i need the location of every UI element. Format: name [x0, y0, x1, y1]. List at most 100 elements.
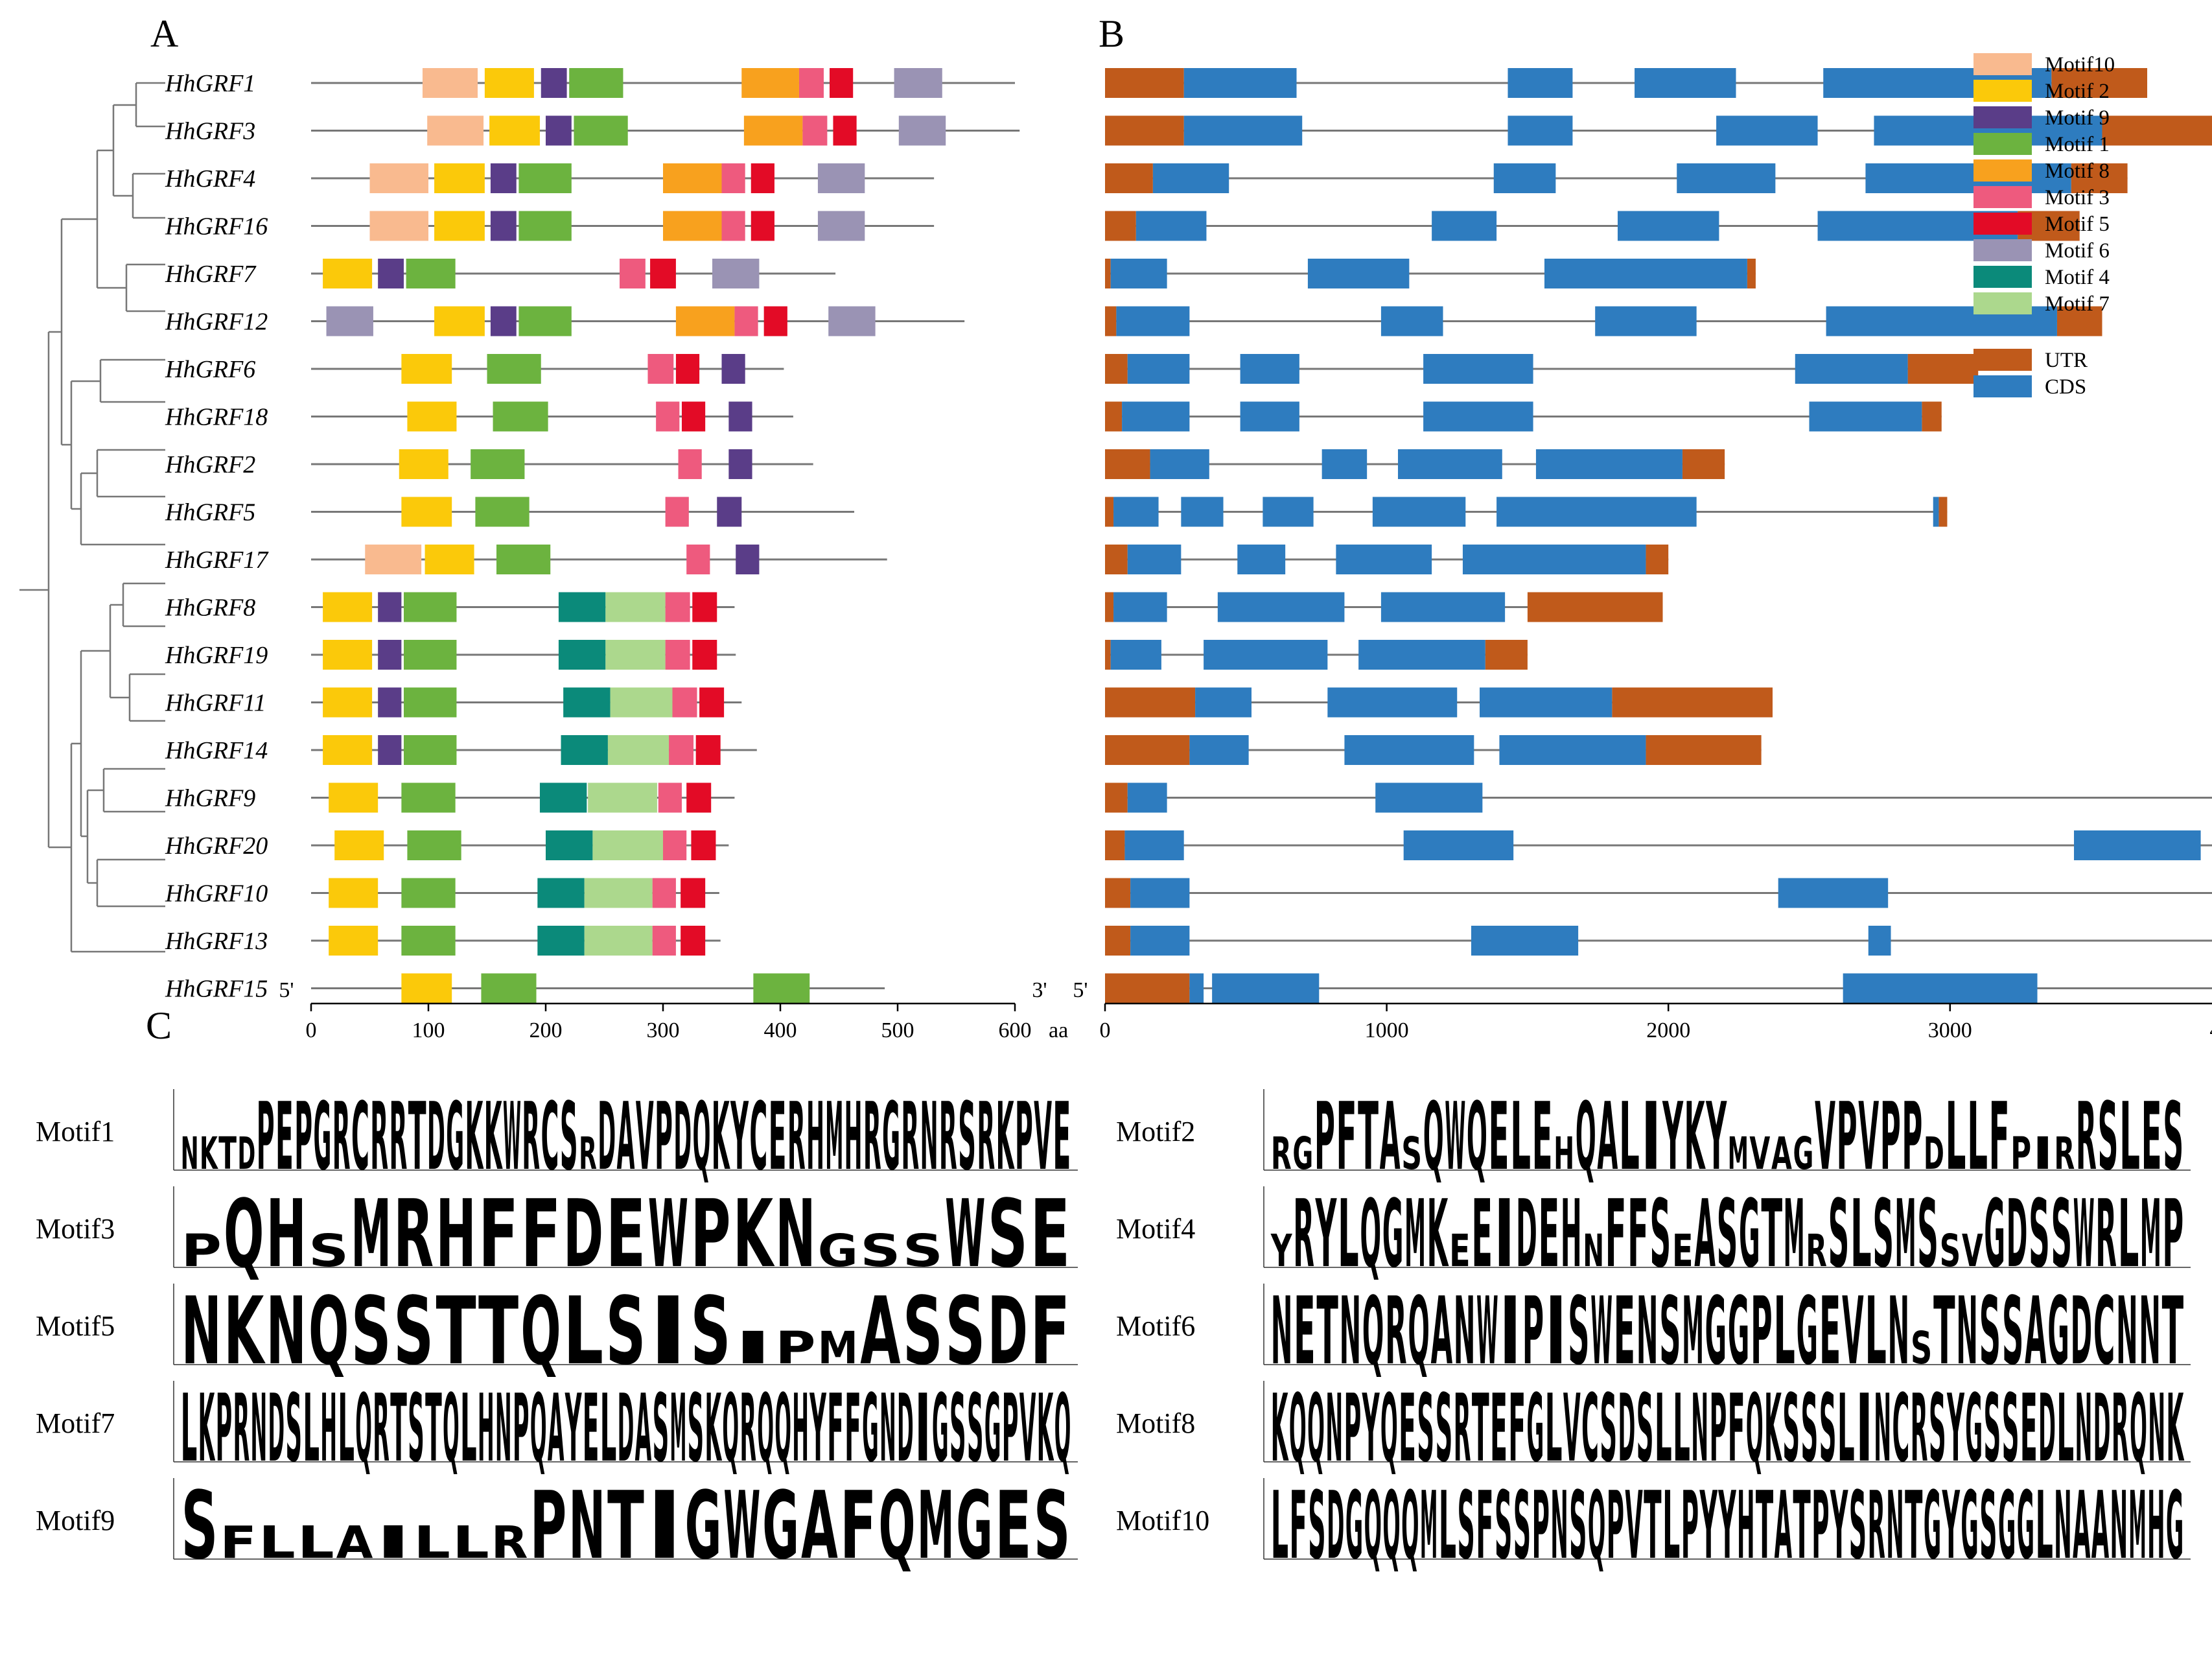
- logo-letter: A: [548, 1374, 565, 1483]
- logo-letter: Q: [443, 1374, 460, 1483]
- utr-box: [1105, 401, 1123, 432]
- logo-letter: V: [1034, 1083, 1052, 1191]
- logo-letter: P: [775, 1322, 815, 1374]
- motif-box-m7: [584, 878, 653, 908]
- logo-letter: Q: [1588, 1472, 1605, 1580]
- motif-box-m4: [546, 830, 593, 860]
- logo-letter: N: [181, 1128, 199, 1180]
- logo-letter: E: [1539, 1180, 1560, 1288]
- logo-letter: L: [452, 1517, 489, 1569]
- logo-letter: Y: [730, 1083, 749, 1191]
- logo-letter: T: [607, 1472, 644, 1580]
- phylogenetic-tree: [19, 82, 165, 953]
- logo-letter: S: [1929, 1374, 1946, 1483]
- logo-letter: E: [1294, 1277, 1315, 1385]
- cds-box: [1321, 449, 1368, 479]
- utr-box: [1105, 449, 1150, 479]
- logo-letter: Y: [1947, 1374, 1965, 1483]
- motif-box-m8: [675, 306, 735, 336]
- cds-box: [1263, 497, 1314, 527]
- motif-box-m1: [403, 735, 457, 765]
- logo-letter: V: [1019, 1374, 1036, 1483]
- motif-box-m3: [678, 449, 702, 479]
- logo-letter: G: [762, 1472, 799, 1580]
- utr-box: [1747, 259, 1756, 288]
- logo-letter: N: [1550, 1472, 1568, 1580]
- logo-letter: S: [2163, 1083, 2183, 1191]
- gene-label: HhGRF9: [165, 785, 255, 812]
- logo-letter: T: [1905, 1472, 1922, 1580]
- motif-box-m1: [496, 545, 551, 574]
- logo-letter: Y: [1270, 1225, 1292, 1277]
- logo-letter: L: [1510, 1083, 1531, 1191]
- logo-letter: R: [1271, 1128, 1292, 1180]
- motif-box-m5: [699, 687, 725, 718]
- motif-box-m3: [652, 926, 676, 956]
- motif-box-m9: [546, 115, 572, 146]
- logo-letter: N: [1886, 1472, 1903, 1580]
- legend: Motif10 Motif 2 Motif 9 Motif 1 Motif 8 Motif…: [1973, 53, 2115, 399]
- logo-letter: S: [1636, 1374, 1654, 1483]
- logo-letter: R: [739, 1374, 756, 1483]
- motif-box-m2: [425, 545, 474, 574]
- logo-letter: F: [1605, 1180, 1627, 1288]
- logo-letter: L: [303, 1374, 320, 1483]
- logo-letter: W: [1590, 1277, 1612, 1385]
- logo-letter: T: [1793, 1472, 1810, 1580]
- logo-letter: F: [840, 1472, 877, 1580]
- legend-swatch: [1973, 292, 2032, 314]
- logo-letter: E: [1449, 1225, 1471, 1277]
- motif-box-m1: [518, 306, 572, 336]
- motif-box-m1: [403, 592, 457, 622]
- logo-letter: F: [1030, 1277, 1070, 1385]
- motif-box-m9: [378, 735, 402, 765]
- logo-letter: F: [520, 1180, 561, 1288]
- logo-letter: S: [1308, 1472, 1325, 1580]
- motif-box-m1: [487, 354, 541, 384]
- logo-letter: L: [1662, 1472, 1680, 1580]
- logo-letter: L: [338, 1374, 355, 1483]
- logo-letter: K: [704, 1374, 722, 1483]
- logo-letter: I: [914, 1374, 931, 1483]
- utr-box: [1105, 926, 1131, 956]
- logo-letter: E: [2020, 1374, 2038, 1483]
- logo-letter: E: [1471, 1180, 1493, 1288]
- logo-letter: N: [1691, 1374, 1708, 1483]
- motif-box-m5: [681, 926, 706, 956]
- motif-box-m1: [401, 782, 456, 813]
- logo-letter: N: [495, 1374, 512, 1483]
- cds-box: [1217, 592, 1345, 622]
- legend-label: Motif 3: [2045, 186, 2110, 209]
- motif-box-m9: [721, 354, 745, 384]
- motif-box-m4: [558, 592, 606, 622]
- logo-letter: R: [2054, 1128, 2075, 1180]
- motif-box-m5: [751, 163, 774, 193]
- logo-letter: A: [2025, 1277, 2046, 1385]
- logo-letter: T: [2162, 1277, 2183, 1385]
- logo-letter: S: [945, 1277, 985, 1385]
- motif-box-m8: [663, 211, 722, 241]
- logo-letter: G: [1965, 1374, 1983, 1483]
- logo-letter: S: [1659, 1277, 1681, 1385]
- logo-letter: R: [863, 1083, 881, 1191]
- logo-letter: M: [1784, 1180, 1805, 1288]
- logo-letter: P: [1015, 1083, 1033, 1191]
- logo-letter: P: [1751, 1277, 1772, 1385]
- logo-letter: V: [1962, 1225, 1983, 1277]
- motif-box-m9: [490, 306, 517, 336]
- logo-letter: P: [1710, 1374, 1727, 1483]
- logo-letter: S: [903, 1277, 943, 1385]
- utr-box: [2102, 115, 2212, 146]
- legend-swatch: [1973, 186, 2032, 208]
- logo-letter: F: [220, 1517, 257, 1569]
- logo-letter: S: [2051, 1180, 2073, 1288]
- motif-box-m9: [378, 687, 402, 718]
- motif-box-m6: [828, 306, 876, 336]
- axis-tick-label: 500: [881, 1018, 914, 1042]
- utr-box: [2056, 306, 2102, 336]
- motif-logo-name: Motif9: [36, 1505, 115, 1536]
- cds-box: [1933, 497, 1939, 527]
- logo-letter: S: [2002, 1277, 2023, 1385]
- logo-letter: I: [1641, 1083, 1662, 1191]
- motif-box-m3: [802, 115, 828, 146]
